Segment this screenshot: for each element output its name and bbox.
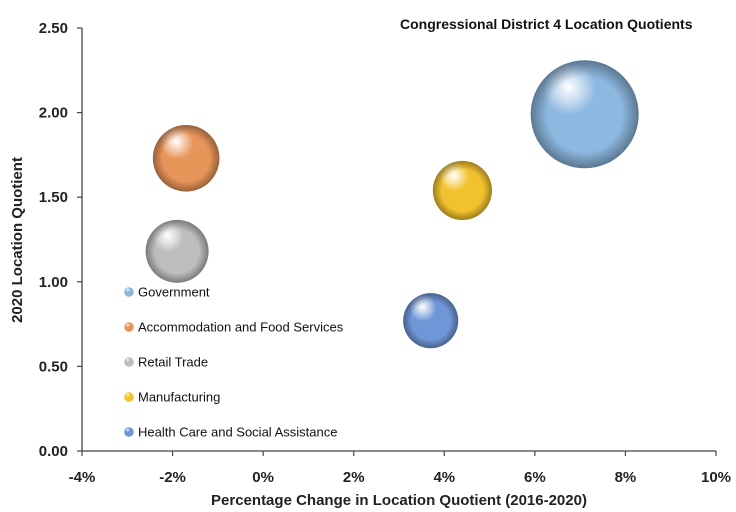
legend-label: Health Care and Social Assistance <box>138 425 337 440</box>
bubble-shading <box>152 124 220 192</box>
bubble-shading <box>145 219 209 283</box>
legend-marker <box>124 357 134 367</box>
x-tick-label: 8% <box>615 469 637 486</box>
legend-marker <box>124 392 134 402</box>
x-tick-label: 4% <box>433 469 455 486</box>
y-tick-label: 0.00 <box>39 443 68 460</box>
legend-label: Retail Trade <box>138 355 208 370</box>
chart-title: Congressional District 4 Location Quotie… <box>400 16 693 32</box>
bubble-shading <box>432 160 492 221</box>
y-tick-label: 1.50 <box>39 189 68 206</box>
y-tick-label: 2.00 <box>39 105 68 122</box>
legend-marker <box>124 427 134 437</box>
legend-marker <box>124 287 134 297</box>
y-tick-label: 0.50 <box>39 358 68 375</box>
x-tick-label: -4% <box>69 469 96 486</box>
x-tick-label: 10% <box>701 469 731 486</box>
y-axis-title: 2020 Location Quotient <box>9 157 26 323</box>
bubble-shading <box>403 293 459 349</box>
y-tick-label: 2.50 <box>39 20 68 37</box>
y-tick-label: 1.00 <box>39 274 68 291</box>
x-tick-label: 0% <box>252 469 274 486</box>
legend-label: Accommodation and Food Services <box>138 320 344 335</box>
bubble-shading <box>530 60 639 169</box>
legend-label: Government <box>138 285 210 300</box>
x-tick-label: -2% <box>159 469 186 486</box>
x-tick-label: 2% <box>343 469 365 486</box>
x-axis-title: Percentage Change in Location Quotient (… <box>211 492 587 509</box>
legend-label: Manufacturing <box>138 390 220 405</box>
x-tick-label: 6% <box>524 469 546 486</box>
legend-marker <box>124 322 134 332</box>
